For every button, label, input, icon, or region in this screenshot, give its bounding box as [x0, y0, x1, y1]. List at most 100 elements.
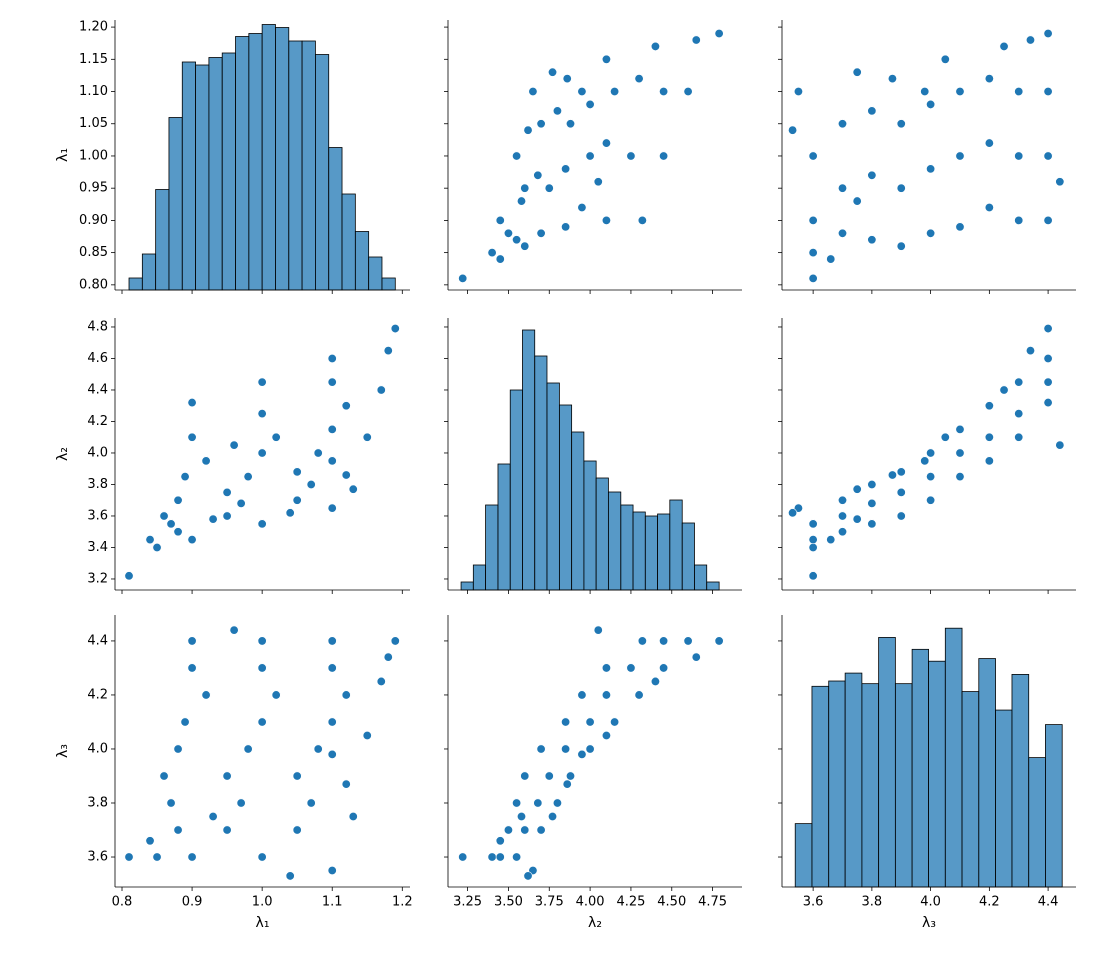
- scatter-point: [867, 479, 877, 489]
- scatter-point: [610, 717, 620, 727]
- y-tick-label: 4.6: [87, 351, 108, 366]
- scatter-point: [552, 106, 562, 116]
- hist-bar: [669, 499, 683, 591]
- hist-bar: [208, 57, 223, 291]
- scatter-point: [593, 625, 603, 635]
- scatter-point: [955, 87, 965, 97]
- scatter-point: [173, 527, 183, 537]
- hist-bar: [248, 33, 263, 291]
- scatter-point: [585, 744, 595, 754]
- scatter-point: [659, 151, 669, 161]
- scatter-point: [341, 401, 351, 411]
- y-tick-label: 4.0: [87, 741, 108, 756]
- scatter-point: [313, 744, 323, 754]
- scatter-point: [487, 852, 497, 862]
- hist-bar: [485, 504, 499, 591]
- y-tick-label: 4.8: [87, 319, 108, 334]
- hist-bar: [844, 672, 863, 888]
- scatter-point: [896, 241, 906, 251]
- scatter-point: [313, 448, 323, 458]
- hist-bar: [595, 477, 609, 591]
- scatter-point: [626, 151, 636, 161]
- hist-bar: [681, 522, 695, 591]
- scatter-point: [1014, 409, 1024, 419]
- scatter-point: [926, 228, 936, 238]
- scatter-point: [852, 484, 862, 494]
- scatter-point: [955, 222, 965, 232]
- hist-bar: [657, 513, 671, 591]
- scatter-point: [984, 456, 994, 466]
- scatter-point: [585, 151, 595, 161]
- hist-bar: [328, 147, 343, 291]
- scatter-point: [145, 535, 155, 545]
- scatter-point: [1014, 377, 1024, 387]
- scatter-point: [650, 676, 660, 686]
- scatter-point: [201, 690, 211, 700]
- scatter-point: [536, 825, 546, 835]
- scatter-point: [173, 495, 183, 505]
- scatter-point: [292, 825, 302, 835]
- scatter-point: [306, 798, 316, 808]
- scatter-point: [152, 542, 162, 552]
- scatter-point: [561, 222, 571, 232]
- scatter-point: [808, 571, 818, 581]
- scatter-point: [208, 812, 218, 822]
- scatter-point: [495, 215, 505, 225]
- hist-bar: [794, 823, 813, 888]
- scatter-point: [1043, 377, 1053, 387]
- scatter-point: [887, 470, 897, 480]
- scatter-point: [637, 215, 647, 225]
- x-tick-label: 3.50: [494, 895, 523, 910]
- scatter-point: [536, 744, 546, 754]
- scatter-point: [390, 324, 400, 334]
- scatter-point: [533, 798, 543, 808]
- scatter-point: [838, 119, 848, 129]
- scatter-point: [159, 511, 169, 521]
- scatter-point: [327, 503, 337, 513]
- scatter-point: [838, 183, 848, 193]
- y-tick-label: 3.8: [87, 477, 108, 492]
- hist-bar: [181, 61, 196, 291]
- scatter-point: [920, 87, 930, 97]
- scatter-point: [955, 472, 965, 482]
- scatter-point: [520, 241, 530, 251]
- scatter-point: [1055, 177, 1065, 187]
- hist-bar: [381, 277, 396, 291]
- scatter-point: [362, 730, 372, 740]
- y-tick-label: 1.05: [79, 116, 108, 131]
- scatter-point: [984, 138, 994, 148]
- scatter-point: [562, 779, 572, 789]
- x-tick-label: 0.8: [112, 895, 133, 910]
- scatter-point: [306, 479, 316, 489]
- scatter-point: [362, 432, 372, 442]
- scatter-point: [926, 164, 936, 174]
- scatter-point: [826, 535, 836, 545]
- scatter-point: [610, 87, 620, 97]
- scatter-point: [285, 508, 295, 518]
- hist-bar: [275, 27, 290, 291]
- scatter-point: [257, 852, 267, 862]
- scatter-point: [601, 663, 611, 673]
- y-tick-label: 3.4: [87, 540, 108, 555]
- scatter-point: [243, 472, 253, 482]
- hist-bar: [995, 709, 1013, 888]
- scatter-point: [327, 456, 337, 466]
- y-tick-label: 0.95: [79, 181, 108, 196]
- scatter-point: [341, 690, 351, 700]
- hist-bar: [620, 504, 634, 591]
- hist-bar: [558, 404, 573, 591]
- scatter-point: [152, 852, 162, 862]
- hist-bar: [221, 52, 236, 291]
- scatter-point: [166, 519, 176, 529]
- scatter-point: [180, 472, 190, 482]
- scatter-point: [714, 29, 724, 39]
- scatter-point: [867, 235, 877, 245]
- scatter-point: [544, 771, 554, 781]
- scatter-point: [561, 717, 571, 727]
- scatter-point: [257, 717, 267, 727]
- scatter-point: [512, 852, 522, 862]
- scatter-point: [180, 717, 190, 727]
- scatter-point: [495, 254, 505, 264]
- scatter-point: [236, 498, 246, 508]
- y-tick-label: 3.6: [87, 508, 108, 523]
